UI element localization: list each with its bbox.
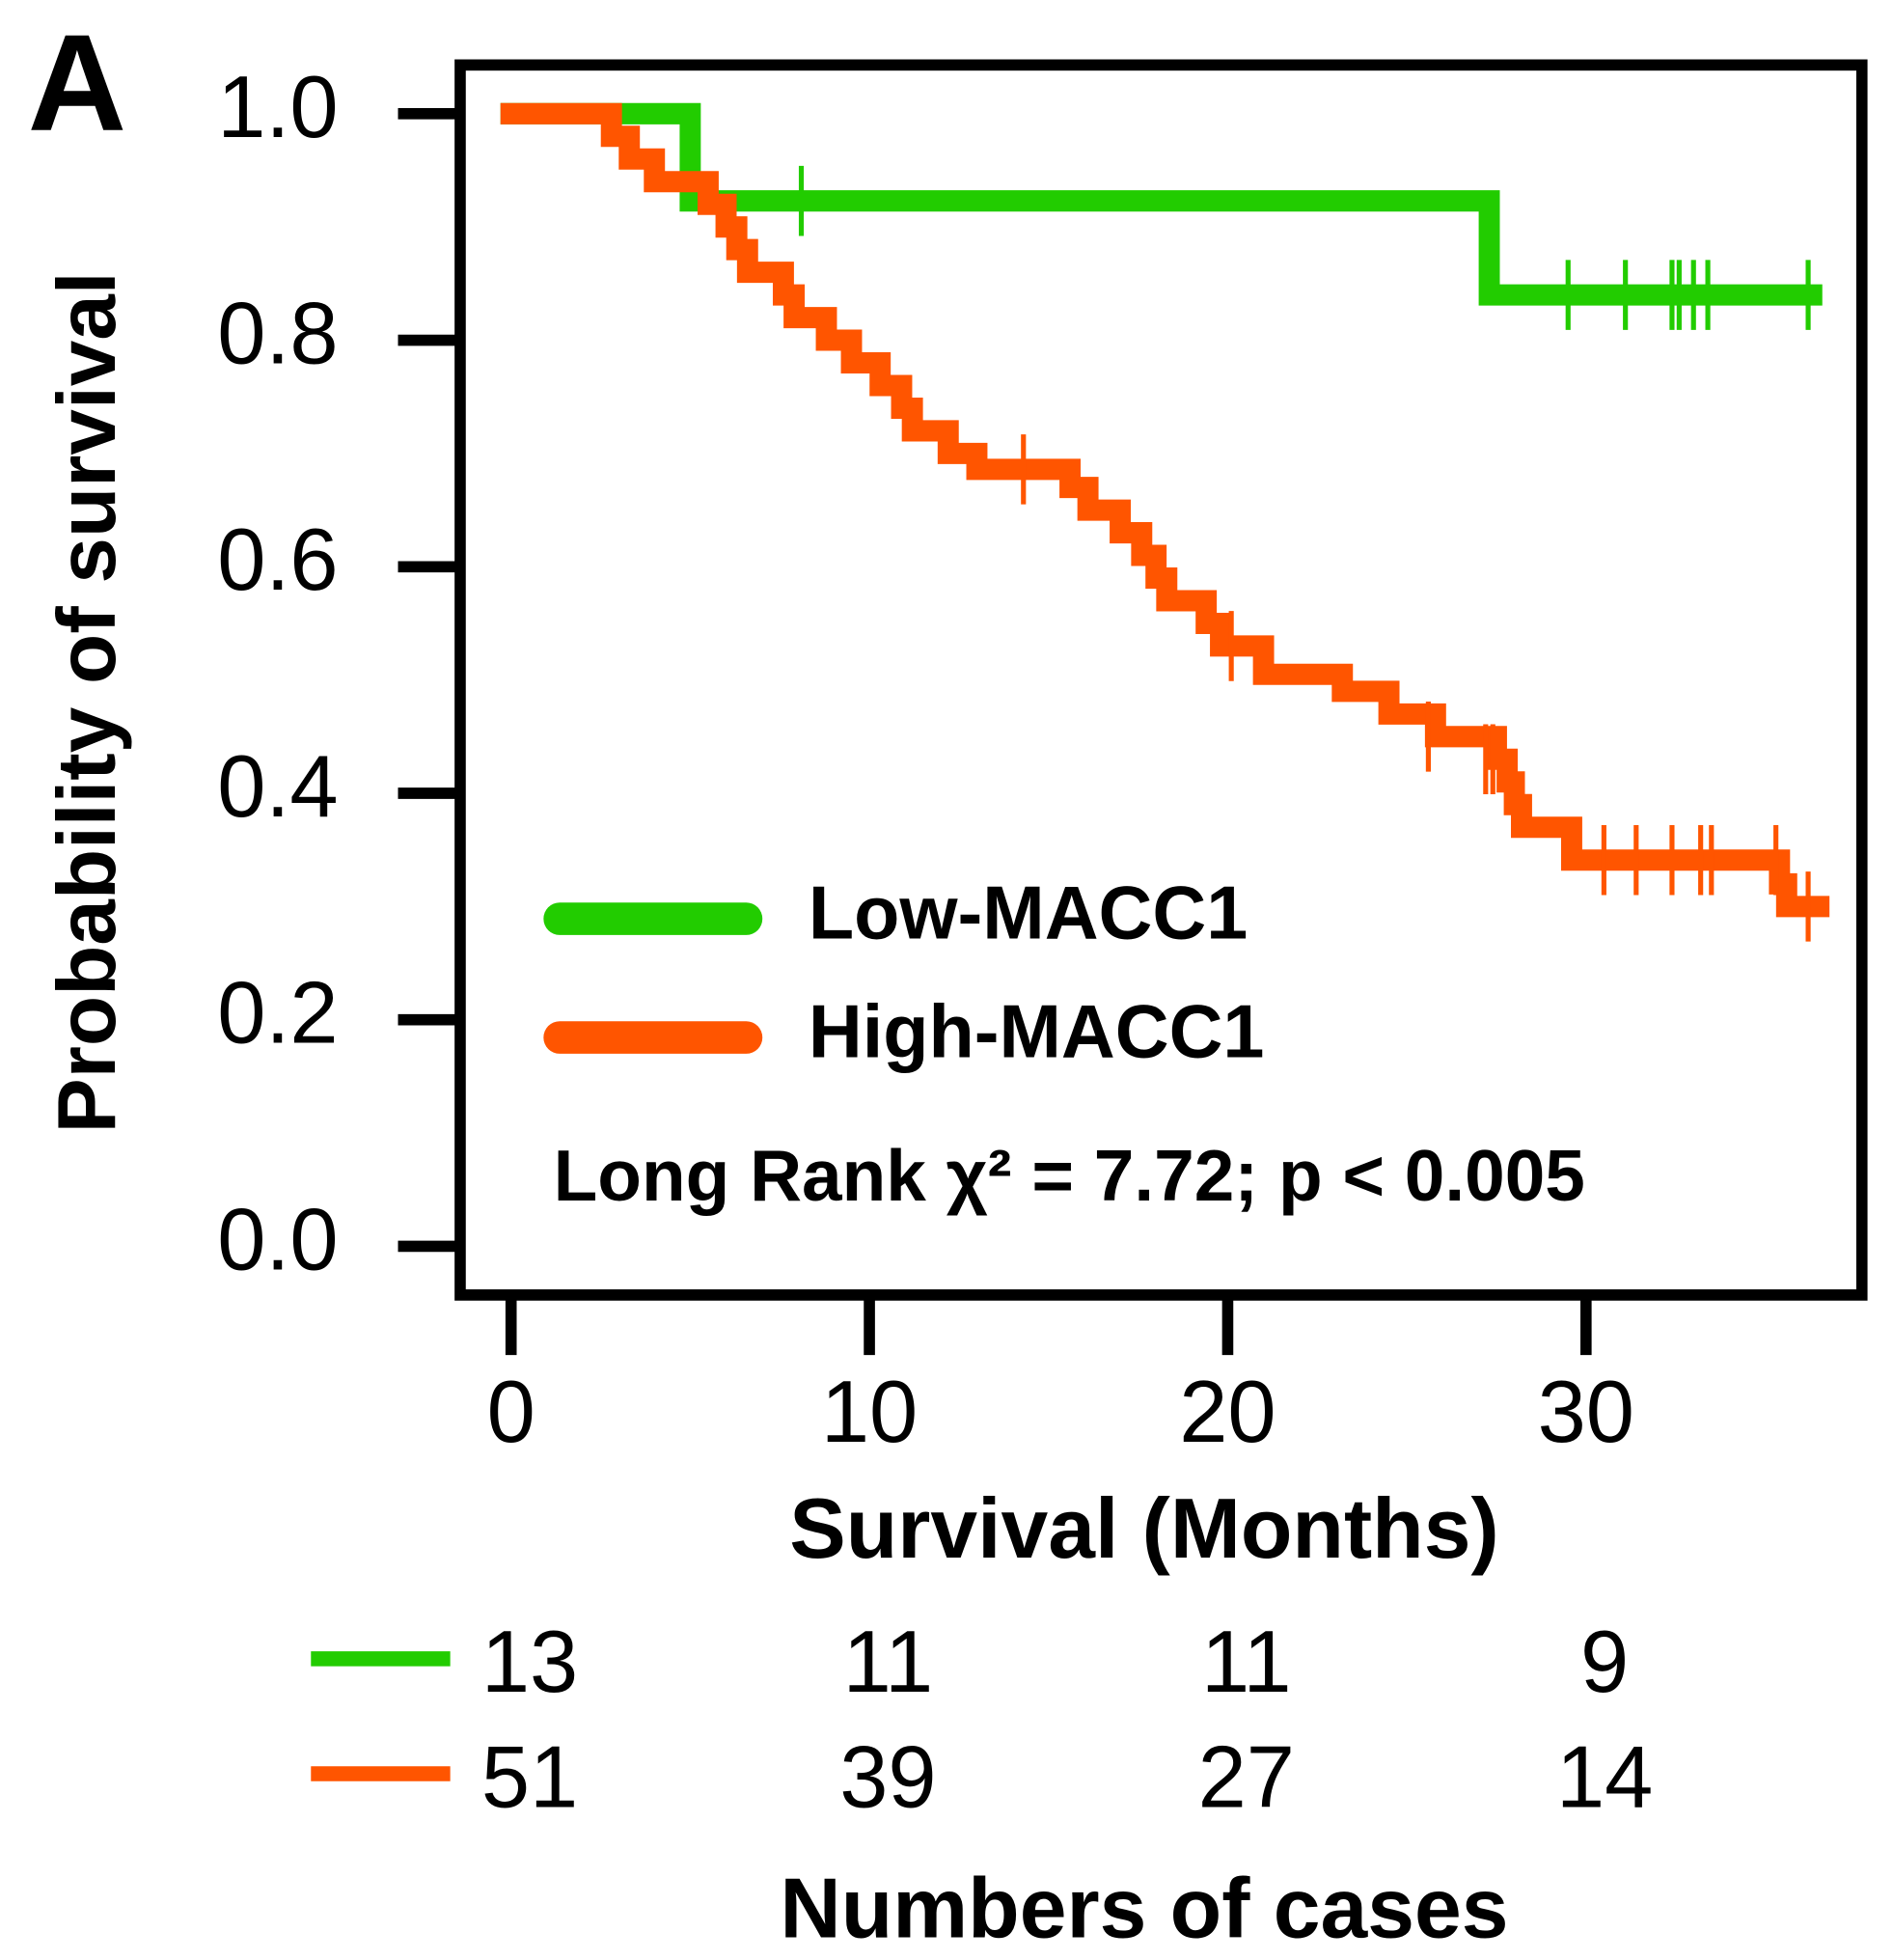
x-tick-label: 20 (1179, 1364, 1276, 1461)
y-tick-label: 0.6 (217, 511, 338, 609)
plot-frame (454, 59, 1868, 1301)
risk-count: 14 (1556, 1728, 1653, 1826)
legend-label: Low-MACC1 (809, 871, 1248, 954)
x-tick-label: 0 (487, 1364, 535, 1461)
survival-curve (500, 102, 1823, 306)
y-axis-title: Probability of survival (41, 271, 133, 1133)
risk-count: 39 (839, 1728, 936, 1826)
y-tick-label: 0.0 (217, 1191, 338, 1288)
survival-curve (500, 102, 1830, 918)
panel-label: A (28, 6, 126, 159)
risk-count: 9 (1580, 1614, 1629, 1711)
x-axis-title: Survival (Months) (789, 1480, 1498, 1576)
y-tick-label: 0.4 (217, 738, 338, 836)
legend-label: High-MACC1 (809, 990, 1265, 1073)
x-tick-label: 10 (821, 1364, 918, 1461)
x-tick-label: 30 (1538, 1364, 1634, 1461)
risk-table-title: Numbers of cases (780, 1860, 1508, 1955)
risk-count: 51 (481, 1728, 578, 1826)
risk-count: 13 (481, 1614, 578, 1711)
y-tick-label: 1.0 (217, 59, 338, 156)
risk-count: 11 (1201, 1614, 1292, 1711)
annotation: Long Rank χ² = 7.72; p < 0.005 (554, 1135, 1585, 1216)
y-tick-label: 0.2 (217, 964, 338, 1062)
risk-count: 11 (843, 1614, 934, 1711)
risk-count: 27 (1198, 1728, 1295, 1826)
y-tick-label: 0.8 (217, 285, 338, 382)
